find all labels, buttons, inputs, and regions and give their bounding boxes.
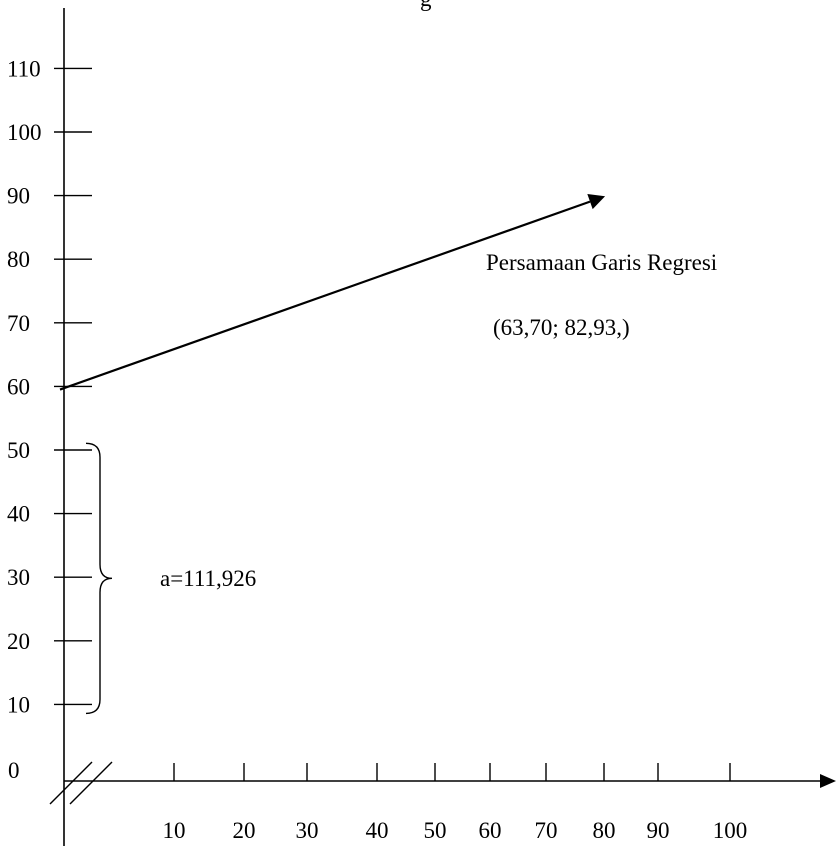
title-fragment: g: [420, 0, 432, 12]
x-tick-label: 80: [593, 818, 616, 843]
intercept-label: a=111,926: [160, 566, 256, 592]
x-tick-label: 100: [713, 818, 748, 843]
x-tick-label: 40: [366, 818, 389, 843]
y-tick-label: 70: [7, 311, 30, 336]
x-tick-label: 10: [163, 818, 186, 843]
y-tick-label: 20: [7, 629, 30, 654]
intercept-brace: [86, 443, 112, 713]
y-tick-label: 10: [7, 692, 30, 717]
regression-series: [60, 194, 605, 390]
x-tick-label: 20: [233, 818, 256, 843]
y-tick-label: 50: [7, 438, 30, 463]
regression-line: [60, 202, 590, 390]
axis-break-mark: [70, 762, 112, 804]
x-axis-ticks: 10 20 30 40 50 60 70 80 90 100: [163, 763, 748, 843]
regression-point-label: (63,70; 82,93,): [493, 315, 630, 341]
origin-label: 0: [8, 758, 20, 783]
x-tick-label: 70: [535, 818, 558, 843]
regression-line-label: Persamaan Garis Regresi: [486, 250, 717, 276]
y-tick-label: 100: [7, 120, 42, 145]
y-tick-label: 40: [7, 502, 30, 527]
y-tick-label: 30: [7, 565, 30, 590]
y-tick-label: 60: [7, 374, 30, 399]
y-tick-label: 80: [7, 247, 30, 272]
axes: 0: [8, 8, 836, 846]
x-axis-arrowhead: [820, 774, 836, 788]
x-tick-label: 90: [647, 818, 670, 843]
intercept-brace-path: [86, 443, 112, 713]
y-tick-label: 110: [7, 56, 41, 81]
x-tick-label: 60: [479, 818, 502, 843]
axis-break-mark: [50, 762, 92, 804]
y-tick-label: 90: [7, 184, 30, 209]
y-axis-ticks: 110 100 90 80 70 60 50 40 30 20 10: [7, 56, 92, 717]
x-tick-label: 50: [424, 818, 447, 843]
x-tick-label: 30: [296, 818, 319, 843]
